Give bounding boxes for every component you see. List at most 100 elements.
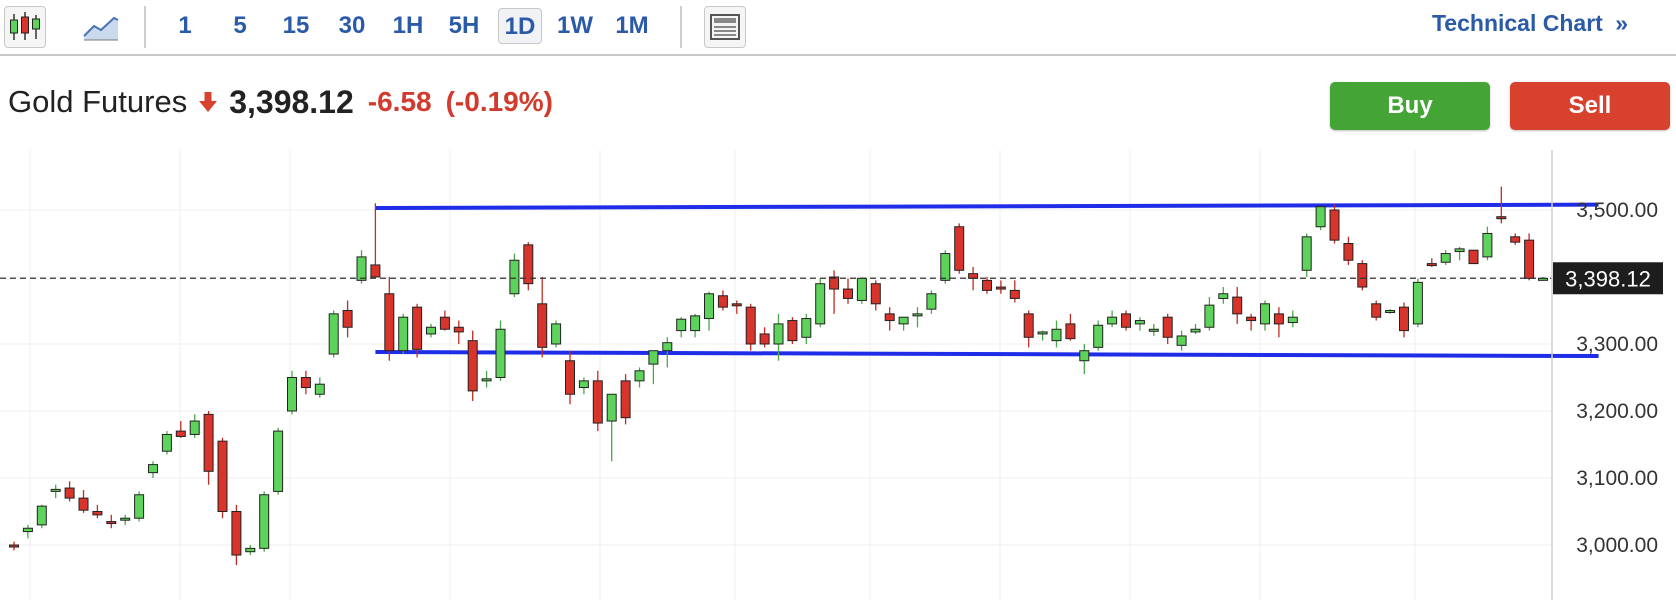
candle bbox=[1329, 204, 1340, 244]
candle bbox=[439, 310, 450, 331]
candle bbox=[259, 491, 270, 552]
candle-body bbox=[870, 283, 881, 305]
layout-icon[interactable] bbox=[704, 6, 746, 48]
candle bbox=[189, 414, 200, 438]
period-1h[interactable]: 1H bbox=[392, 12, 424, 39]
candle-body bbox=[1440, 253, 1451, 263]
candle bbox=[801, 313, 812, 344]
candle-body bbox=[1148, 328, 1159, 332]
period-5h[interactable]: 5H bbox=[448, 12, 480, 39]
candle-body bbox=[1065, 323, 1076, 340]
chart-toolbar: 1 5 15 30 1H 5H 1D 1W 1M Technical Chart… bbox=[0, 0, 1676, 56]
candle-body bbox=[759, 333, 770, 345]
candle bbox=[1426, 258, 1437, 267]
buy-button[interactable]: Buy bbox=[1330, 82, 1490, 130]
candle-body bbox=[1412, 281, 1423, 325]
candle-body bbox=[1510, 236, 1521, 243]
candle bbox=[106, 514, 117, 529]
candlestick-chart[interactable]: 3,500.00 3,300.00 3,200.00 3,100.00 3,000.00… bbox=[0, 150, 1676, 600]
period-1d[interactable]: 1D bbox=[498, 8, 542, 44]
candle bbox=[231, 504, 242, 566]
period-15[interactable]: 15 bbox=[282, 12, 310, 39]
candle-body bbox=[551, 323, 562, 345]
candle bbox=[1273, 307, 1284, 338]
candle-body bbox=[1468, 249, 1479, 265]
candle-body bbox=[1329, 209, 1340, 241]
candle bbox=[1190, 323, 1201, 334]
candle bbox=[22, 524, 33, 539]
candle-body bbox=[1093, 324, 1104, 348]
candle bbox=[64, 481, 75, 502]
candle-body bbox=[995, 286, 1006, 290]
candle-body bbox=[259, 494, 270, 549]
technical-chart-link[interactable]: Technical Chart » bbox=[1432, 10, 1628, 37]
candle bbox=[982, 277, 992, 294]
candle-body bbox=[36, 505, 47, 526]
candle-body bbox=[1176, 335, 1187, 346]
candle bbox=[1051, 320, 1062, 348]
candle bbox=[592, 370, 603, 432]
candle-body bbox=[815, 283, 826, 325]
candle bbox=[217, 437, 228, 519]
candle bbox=[1065, 313, 1076, 341]
candle bbox=[1204, 297, 1215, 331]
candle-body bbox=[926, 293, 937, 310]
candle-body bbox=[148, 464, 158, 474]
candle-body bbox=[106, 521, 117, 525]
period-30[interactable]: 30 bbox=[338, 12, 366, 39]
candle-body bbox=[439, 316, 450, 330]
candlestick-chart-icon[interactable] bbox=[4, 6, 46, 48]
candle-body bbox=[829, 276, 840, 290]
candle-body bbox=[509, 259, 520, 295]
candle-body bbox=[954, 226, 965, 271]
candle bbox=[36, 504, 47, 529]
candle bbox=[1107, 310, 1118, 328]
candle bbox=[245, 545, 256, 556]
candle bbox=[1496, 186, 1507, 224]
candle-body bbox=[1482, 232, 1493, 258]
candle-body bbox=[1218, 293, 1229, 299]
candle-body bbox=[1301, 236, 1312, 271]
sell-button[interactable]: Sell bbox=[1510, 82, 1670, 130]
candle bbox=[648, 350, 659, 385]
candle bbox=[1148, 323, 1159, 336]
candle-body bbox=[884, 313, 895, 322]
candle bbox=[634, 367, 645, 388]
period-1m[interactable]: 1M bbox=[615, 12, 649, 39]
candle bbox=[175, 421, 186, 438]
candle-body bbox=[78, 497, 89, 511]
area-chart-icon[interactable] bbox=[80, 6, 122, 48]
candle bbox=[1287, 310, 1298, 328]
candle bbox=[843, 278, 853, 304]
candle-body bbox=[787, 320, 798, 342]
candle bbox=[453, 320, 464, 344]
candle-body bbox=[22, 527, 33, 533]
candle-body bbox=[64, 487, 75, 499]
candle-body bbox=[9, 544, 19, 548]
candle-body bbox=[843, 288, 853, 299]
candle bbox=[995, 280, 1006, 294]
candle bbox=[676, 317, 687, 338]
candle-body bbox=[426, 326, 436, 335]
candle-body bbox=[634, 370, 645, 382]
period-5[interactable]: 5 bbox=[233, 12, 247, 39]
candle-body bbox=[731, 303, 742, 307]
period-1w[interactable]: 1W bbox=[557, 12, 593, 39]
candle-body bbox=[940, 253, 951, 281]
candle-body bbox=[662, 342, 673, 352]
candle bbox=[148, 461, 158, 478]
candle bbox=[50, 484, 61, 499]
period-1[interactable]: 1 bbox=[178, 12, 192, 39]
last-price-label: 3,398.12 bbox=[1565, 266, 1651, 291]
candle bbox=[1315, 206, 1326, 231]
candle-body bbox=[523, 244, 534, 285]
candle bbox=[1440, 250, 1451, 265]
candle bbox=[273, 427, 284, 495]
candle bbox=[370, 203, 381, 278]
candle bbox=[1260, 300, 1270, 331]
candle-body bbox=[717, 295, 728, 308]
candle-body bbox=[189, 420, 200, 435]
candle-body bbox=[356, 256, 367, 281]
candle-body bbox=[1315, 206, 1326, 228]
candle-body bbox=[1204, 304, 1215, 328]
